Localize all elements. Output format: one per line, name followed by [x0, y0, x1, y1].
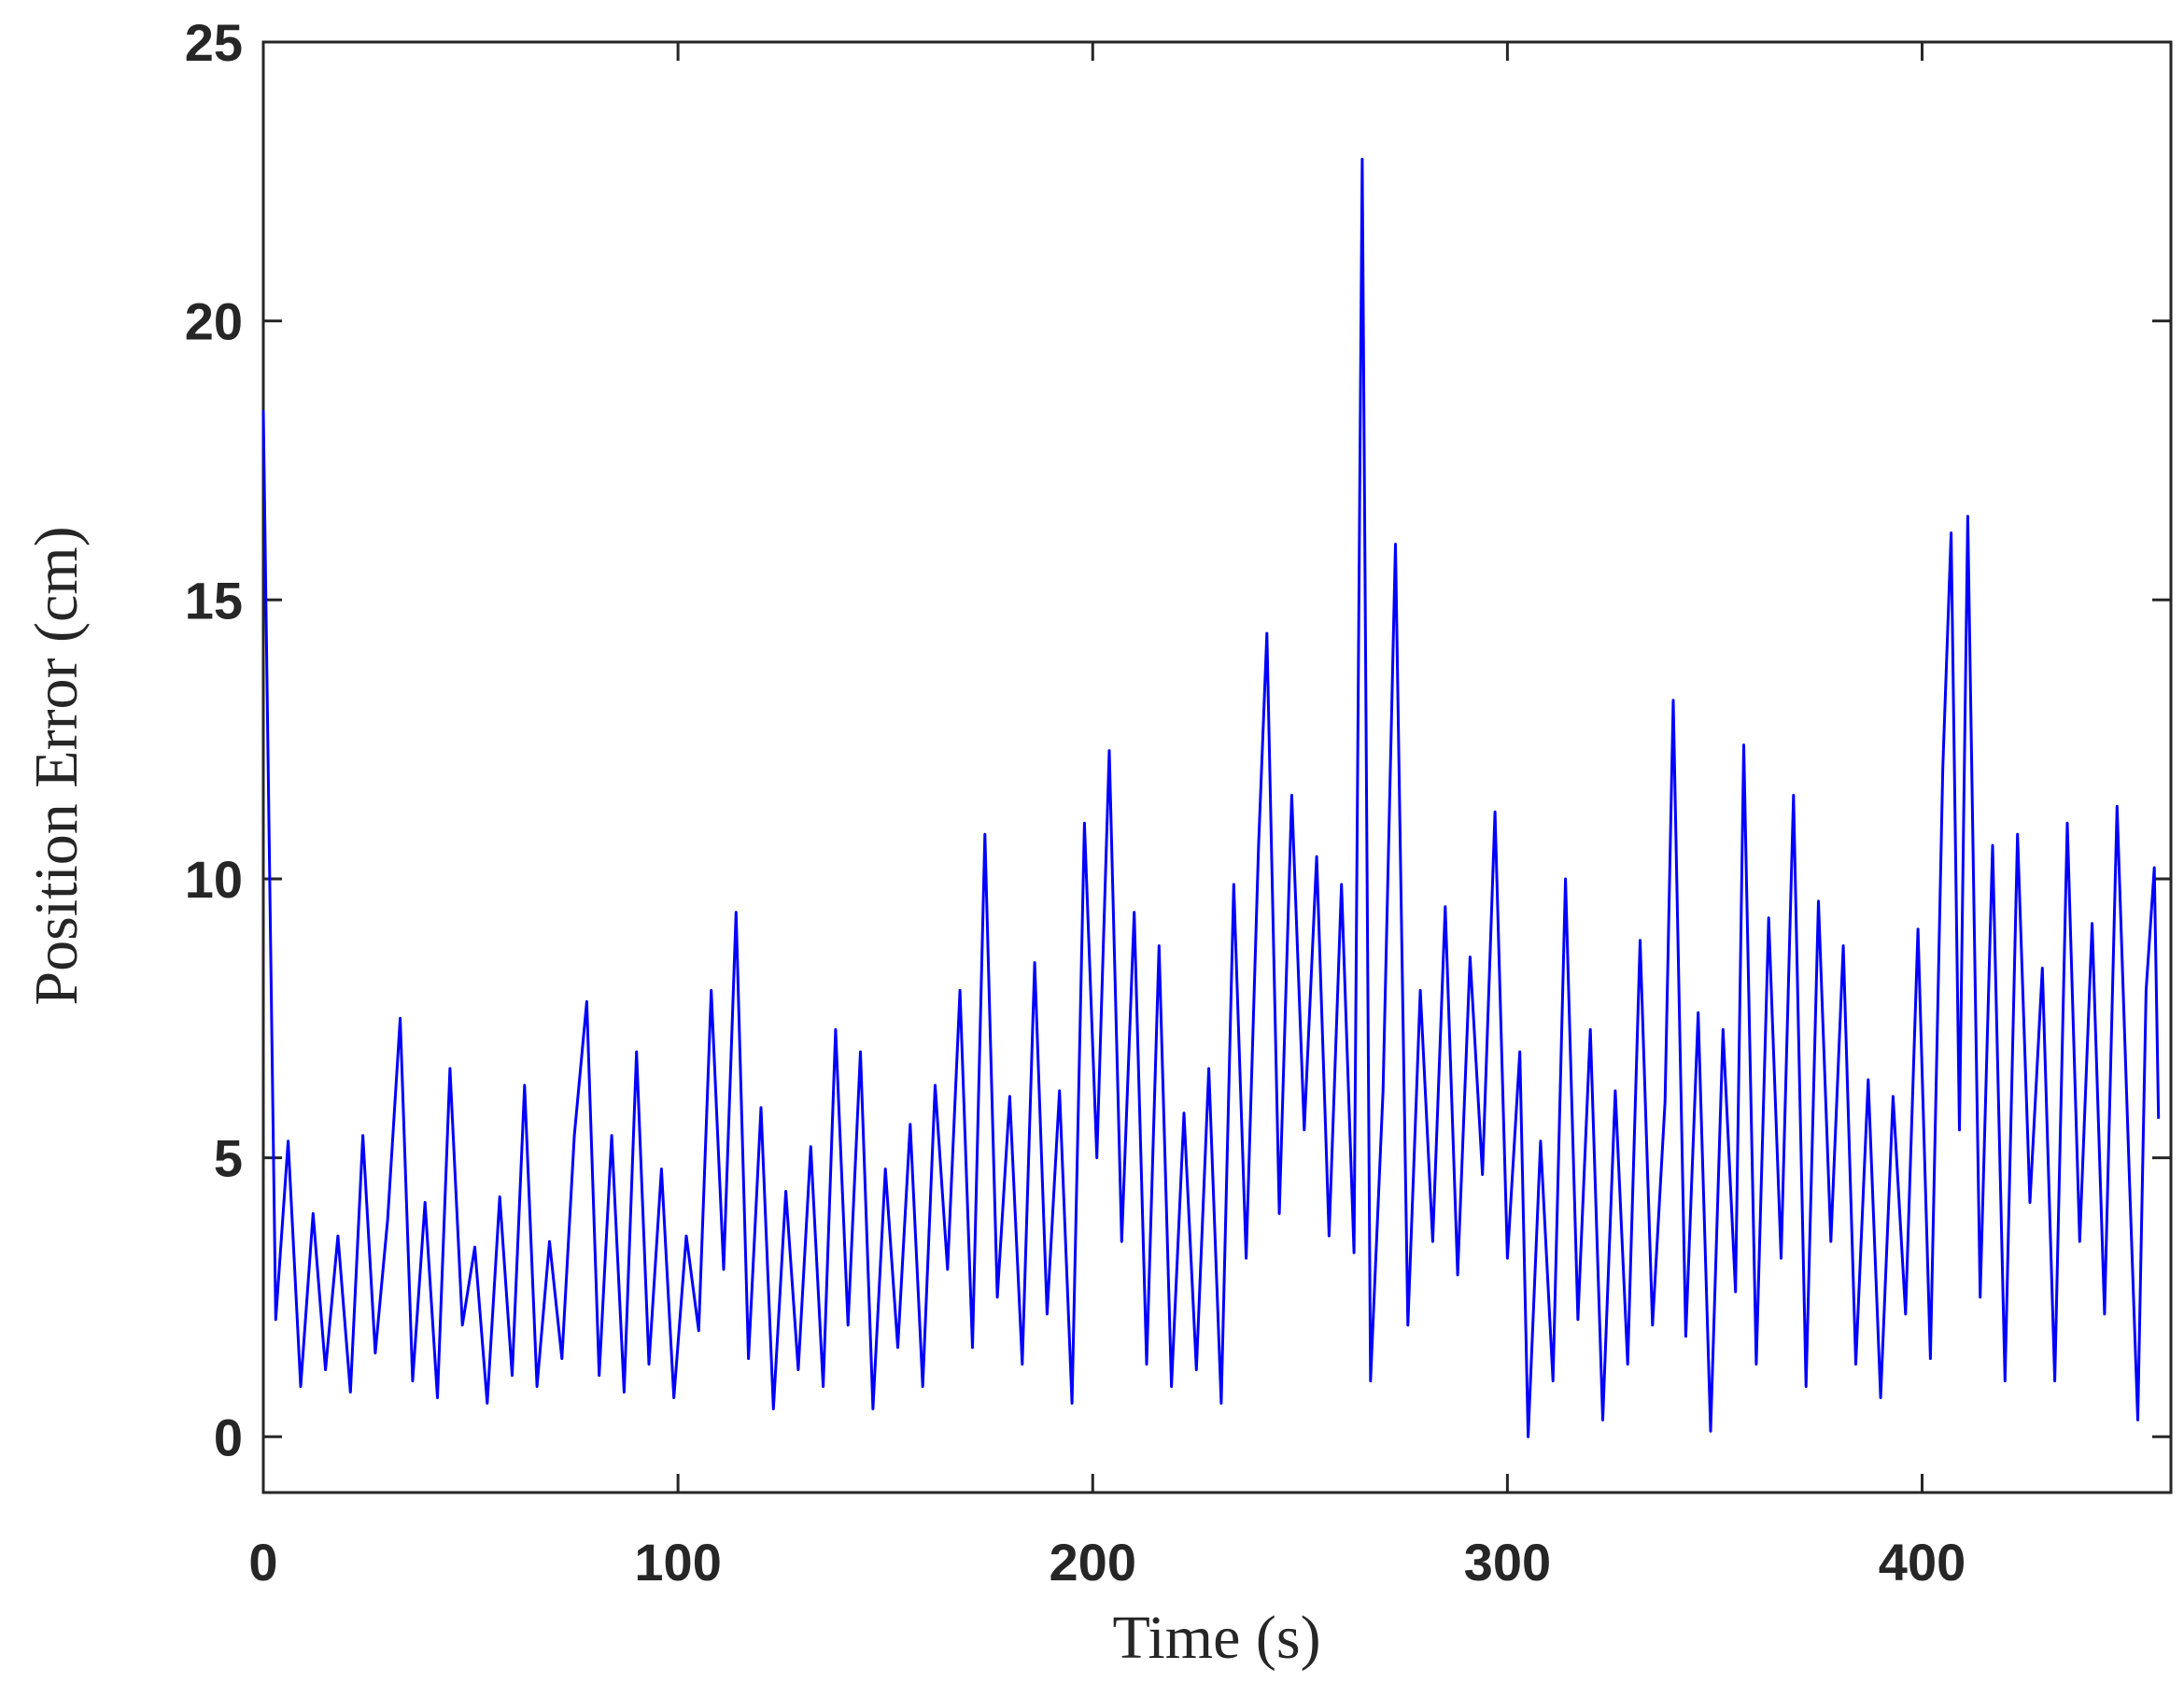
y-tick-label: 15: [185, 571, 243, 630]
y-tick-label: 10: [185, 850, 243, 909]
x-axis-label: Time (s): [1112, 1604, 1320, 1672]
x-tick-label: 100: [634, 1533, 721, 1592]
y-tick-label: 5: [214, 1129, 243, 1188]
y-tick-label: 25: [185, 13, 243, 72]
plot-frame: [261, 40, 2173, 1494]
x-tick-label: 200: [1050, 1533, 1136, 1592]
y-axis-label: Position Error (cm): [22, 526, 91, 1005]
data-line: [261, 157, 2161, 1438]
x-tick-label: 0: [248, 1533, 277, 1592]
x-tick-label: 300: [1464, 1533, 1551, 1592]
y-tick-label: 0: [214, 1408, 243, 1466]
y-tick-label: 20: [185, 292, 243, 351]
x-tick-label: 400: [1879, 1533, 1966, 1592]
